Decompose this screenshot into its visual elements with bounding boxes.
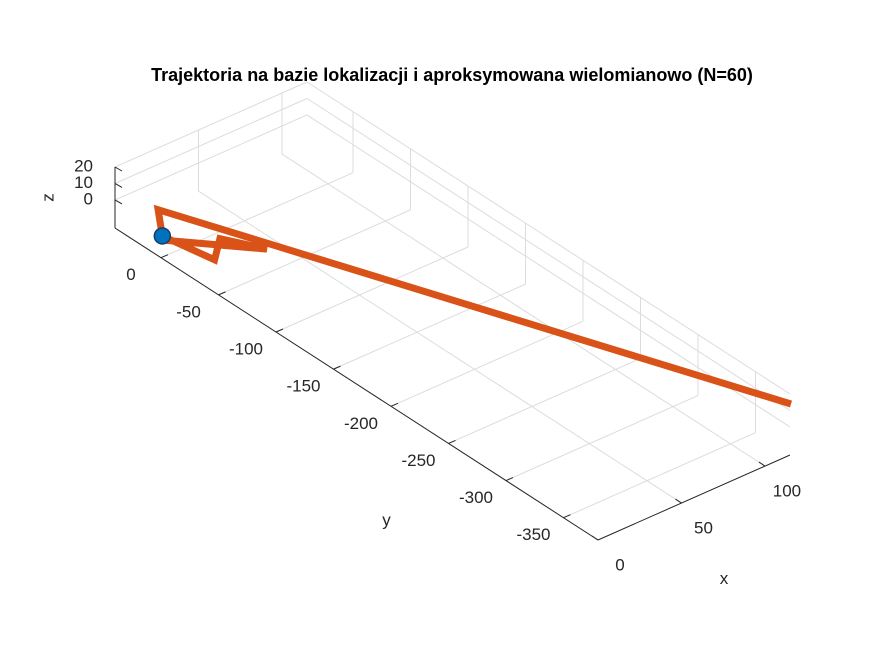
- x-tick-label: 0: [615, 555, 624, 574]
- z-tick: [114, 199, 123, 205]
- y-axis-label: y: [382, 510, 391, 529]
- grid-line: [218, 209, 411, 296]
- y-tick-label: -200: [344, 414, 378, 433]
- y-tick-label: -100: [229, 339, 263, 358]
- y-tick: [563, 514, 571, 519]
- grid-line: [306, 114, 791, 428]
- grid-line: [306, 81, 791, 395]
- grid-line: [333, 283, 526, 370]
- grid-line: [505, 395, 699, 482]
- grid-line: [448, 357, 641, 444]
- z-tick: [114, 183, 123, 188]
- x-tick-label: 50: [694, 519, 713, 538]
- grid-line: [390, 320, 584, 407]
- z-tick-label: 20: [74, 156, 93, 175]
- grid-line: [281, 153, 766, 467]
- x-tick: [758, 461, 766, 467]
- z-tick-label: 0: [84, 189, 93, 208]
- grid-line: [563, 432, 756, 519]
- chart-title: Trajektoria na bazie lokalizacji i aprok…: [151, 65, 753, 85]
- grid-line: [306, 98, 791, 411]
- x-tick: [675, 498, 682, 504]
- y-tick-label: -250: [401, 451, 435, 470]
- z-axis-label: z: [38, 193, 57, 202]
- z-tick-label: 10: [74, 173, 93, 192]
- y-axis: [114, 227, 599, 541]
- y-tick-label: -50: [176, 302, 201, 321]
- grid-line: [275, 246, 469, 333]
- y-tick-label: 0: [126, 265, 135, 284]
- y-tick-label: -350: [516, 525, 550, 544]
- grid-line: [114, 81, 308, 168]
- y-tick: [448, 439, 456, 444]
- x-axis-label: x: [720, 569, 729, 588]
- z-tick: [114, 166, 123, 172]
- y-tick: [390, 402, 399, 407]
- y-tick-label: -150: [286, 377, 320, 396]
- trajectory-line: [153, 204, 793, 408]
- y-tick-label: -300: [459, 488, 493, 507]
- y-tick: [505, 477, 514, 482]
- y-tick: [275, 328, 284, 333]
- y-tick: [333, 365, 341, 370]
- y-tick: [160, 254, 169, 259]
- marker: [153, 227, 172, 245]
- y-tick: [218, 291, 226, 296]
- x-tick-label: 100: [773, 482, 801, 501]
- grid-line: [114, 114, 308, 201]
- grid-line: [114, 98, 308, 184]
- x-tick: [591, 535, 599, 541]
- x-axis: [597, 454, 791, 541]
- grid-line: [198, 190, 682, 504]
